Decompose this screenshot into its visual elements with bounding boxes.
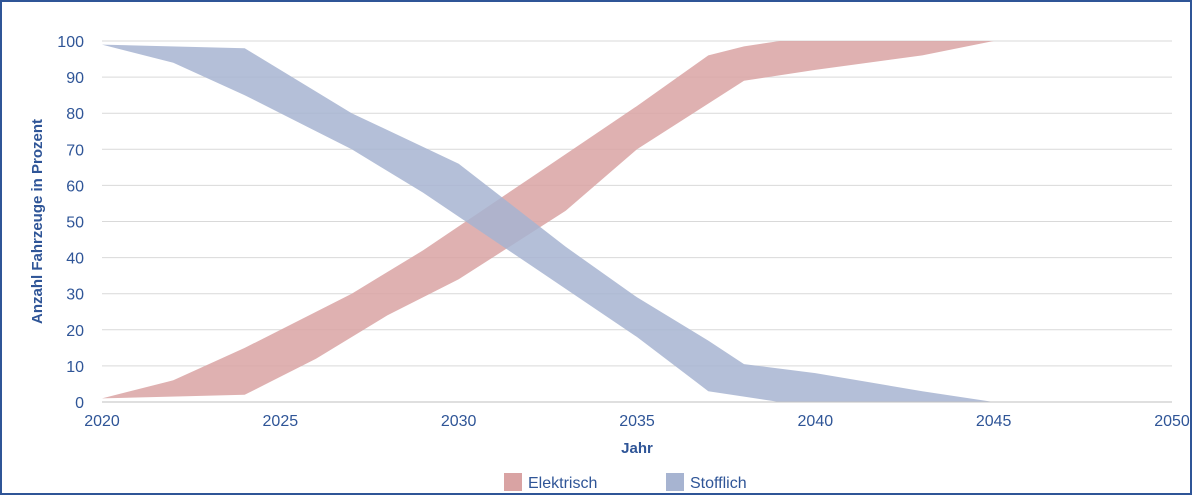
x-axis-title: Jahr — [621, 440, 653, 457]
y-tick-label: 60 — [66, 178, 84, 195]
y-tick-label: 10 — [66, 359, 84, 376]
x-tick-label: 2025 — [263, 413, 299, 430]
y-tick-label: 80 — [66, 106, 84, 123]
x-axis-ticks: 2020 2025 2030 2035 2040 2045 2050 — [84, 413, 1190, 430]
legend-label-elektrisch: Elektrisch — [528, 475, 597, 492]
legend-label-stofflich: Stofflich — [690, 475, 747, 492]
x-tick-label: 2040 — [798, 413, 834, 430]
x-tick-label: 2045 — [976, 413, 1012, 430]
legend-swatch-elektrisch — [504, 473, 522, 491]
y-tick-label: 70 — [66, 142, 84, 159]
legend-swatch-stofflich — [666, 473, 684, 491]
y-tick-label: 100 — [57, 34, 84, 51]
series-area-stofflich — [102, 44, 1172, 402]
x-tick-label: 2050 — [1154, 413, 1190, 430]
y-axis-title: Anzahl Fahrzeuge in Prozent — [29, 119, 46, 324]
y-tick-label: 0 — [75, 395, 84, 412]
series-area-elektrisch — [102, 41, 1172, 399]
x-tick-label: 2035 — [619, 413, 655, 430]
x-tick-label: 2030 — [441, 413, 477, 430]
y-tick-label: 90 — [66, 70, 84, 87]
y-tick-label: 30 — [66, 287, 84, 304]
x-tick-label: 2020 — [84, 413, 120, 430]
y-tick-label: 50 — [66, 215, 84, 232]
legend: Elektrisch Stofflich — [504, 473, 747, 492]
y-tick-label: 20 — [66, 323, 84, 340]
y-tick-label: 40 — [66, 251, 84, 268]
series-areas — [102, 41, 1172, 402]
y-axis-ticks: 0 10 20 30 40 50 60 70 80 90 100 — [57, 34, 84, 412]
